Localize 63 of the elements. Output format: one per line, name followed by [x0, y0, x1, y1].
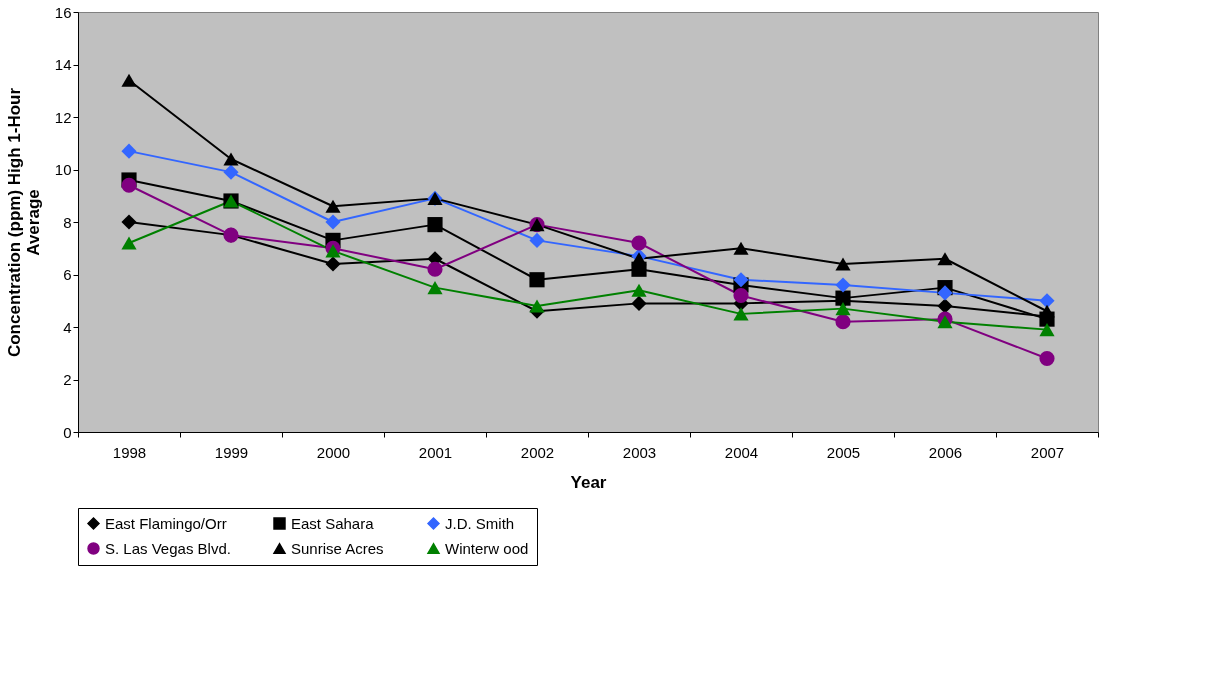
y-tick-label: 10 — [54, 161, 72, 178]
point — [121, 177, 137, 193]
legend-label: Sunrise Acres — [291, 539, 384, 557]
x-tick-label: 2002 — [520, 443, 555, 461]
point — [427, 217, 443, 233]
point — [937, 285, 953, 301]
legend-label: East Flamingo/Orr — [105, 514, 227, 532]
y-tick-label: 0 — [63, 423, 72, 441]
point — [325, 256, 341, 272]
x-tick-label: 2003 — [622, 443, 657, 461]
point — [733, 287, 749, 304]
x-tick-label: 2007 — [1030, 443, 1065, 461]
point — [937, 298, 953, 314]
x-tick-label: 2004 — [724, 443, 759, 461]
point — [325, 214, 341, 230]
point — [631, 295, 647, 311]
point — [223, 164, 239, 180]
x-tick-label: 2001 — [418, 443, 453, 461]
y-tick-label: 6 — [63, 266, 72, 283]
legend-label: J.D. Smith — [445, 514, 515, 532]
point — [427, 281, 443, 295]
y-tick-label: 16 — [54, 3, 72, 21]
x-tick-label: 2006 — [928, 443, 963, 461]
y-tick-label: 2 — [63, 371, 72, 388]
point — [1039, 323, 1055, 337]
point — [631, 252, 647, 266]
point — [631, 235, 647, 251]
legend-label: East Sahara — [291, 514, 375, 532]
point — [121, 143, 137, 159]
y-tick-label: 14 — [54, 56, 72, 73]
y-tick-label: 4 — [63, 318, 72, 336]
point — [937, 252, 953, 266]
y-axis-title: Concentration (ppm) High 1-Hour Average — [4, 87, 43, 358]
point — [733, 307, 749, 321]
point — [121, 236, 137, 250]
point — [1039, 350, 1055, 367]
point — [529, 232, 545, 248]
x-tick-label: 1999 — [214, 443, 249, 461]
point — [631, 283, 647, 297]
point — [733, 241, 749, 255]
point — [835, 257, 851, 271]
point — [121, 214, 137, 230]
point — [529, 299, 545, 313]
x-tick-label: 2005 — [826, 443, 861, 461]
y-tick-label: 12 — [54, 108, 72, 126]
point — [223, 152, 239, 166]
legend-label: S. Las Vegas Blvd. — [105, 539, 231, 557]
point — [835, 314, 851, 330]
point — [937, 315, 953, 329]
point — [121, 73, 137, 87]
point — [529, 272, 545, 288]
legend-label: Winterw ood — [445, 539, 529, 557]
point — [733, 272, 749, 288]
point — [835, 302, 851, 316]
point — [427, 261, 443, 277]
y-tick-label: 8 — [63, 213, 72, 231]
point — [325, 244, 341, 258]
point — [1039, 293, 1055, 309]
x-tick-label: 1998 — [112, 443, 147, 461]
x-axis-title: Year — [570, 472, 607, 492]
point — [325, 199, 341, 213]
point — [835, 277, 851, 293]
x-tick-label: 2000 — [316, 443, 351, 461]
